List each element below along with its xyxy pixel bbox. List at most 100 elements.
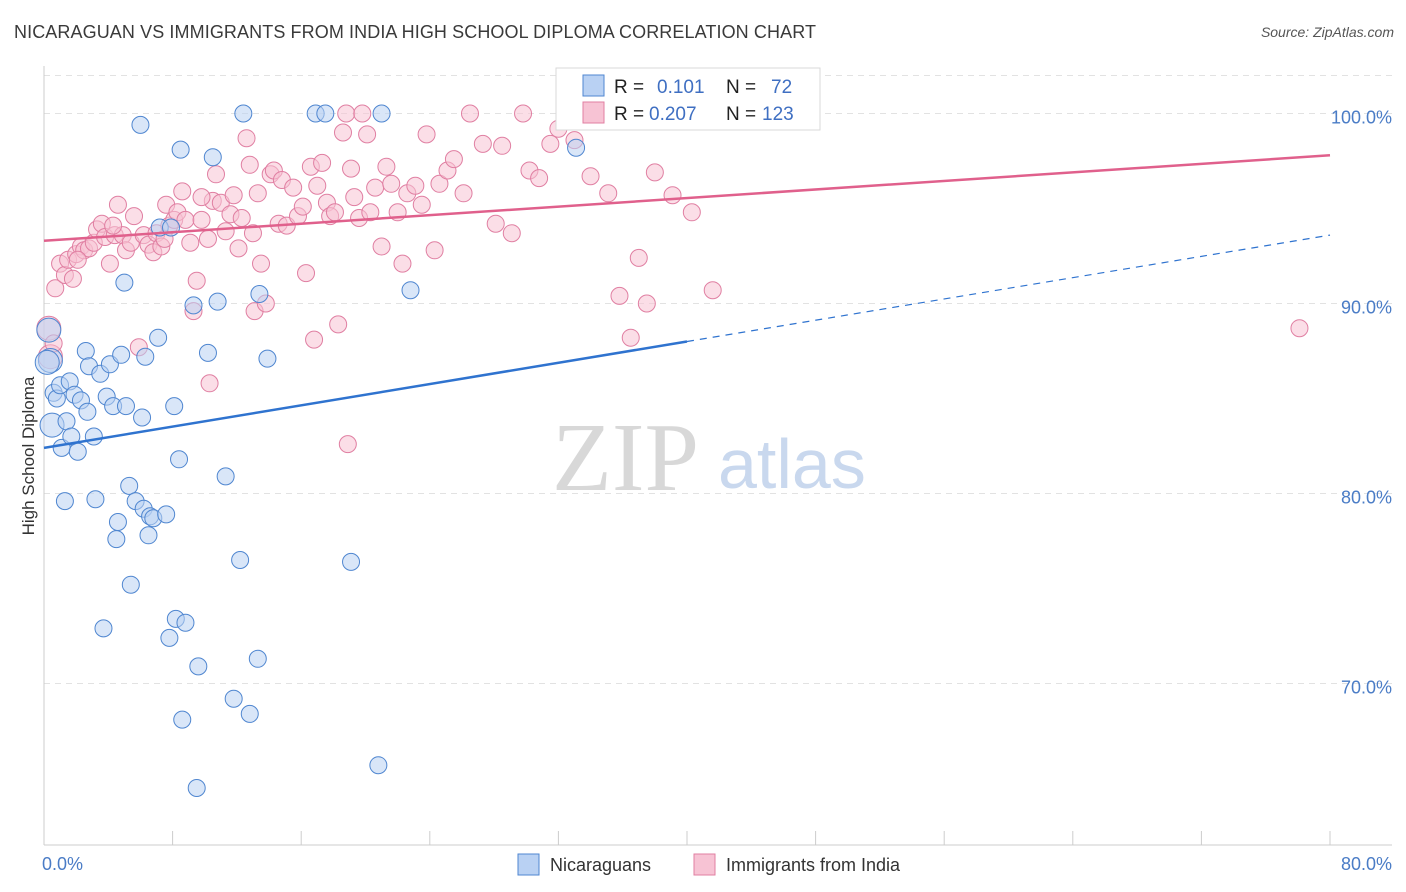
data-point [104, 216, 123, 235]
data-point [187, 779, 206, 797]
data-point [372, 237, 391, 256]
data-point [412, 195, 431, 214]
data-point [55, 492, 74, 511]
trend-lines [43, 154, 1331, 450]
data-point [1290, 319, 1309, 338]
data-point [369, 756, 388, 775]
trend-line-india [43, 154, 1331, 243]
data-point [224, 186, 243, 205]
data-point [125, 207, 144, 226]
data-point [401, 281, 420, 300]
data-point [345, 188, 364, 207]
data-point [361, 203, 380, 222]
data-point [337, 104, 356, 123]
data-point [342, 552, 361, 571]
stats-n-label-1: N = [726, 77, 756, 98]
watermark-atlas: atlas [718, 425, 866, 503]
data-point [316, 104, 335, 123]
data-point [430, 174, 449, 193]
legend-label-india: Immigrants from India [726, 855, 901, 875]
data-point [629, 248, 648, 267]
stats-n-value-2: 123 [762, 104, 794, 125]
data-point [57, 412, 76, 431]
watermark-zip: ZIP [552, 404, 699, 512]
data-point [107, 530, 126, 549]
y-tick-label: 90.0% [1341, 298, 1392, 318]
data-point [207, 165, 226, 184]
data-point [131, 115, 150, 134]
data-point [366, 178, 385, 197]
data-point [663, 186, 682, 205]
data-point [173, 710, 192, 729]
series-nicaraguans-points [34, 104, 586, 797]
data-point [567, 138, 586, 157]
data-point [68, 442, 87, 461]
stats-n-value-1: 72 [771, 77, 792, 98]
stats-r-value-2: 0.207 [649, 104, 697, 125]
data-point [610, 286, 629, 305]
data-point [120, 476, 139, 495]
data-point [160, 628, 179, 647]
data-point [293, 197, 312, 216]
data-point [329, 315, 348, 334]
stats-r-value-1: 0.101 [657, 77, 705, 98]
data-point [325, 203, 344, 222]
data-point [173, 182, 192, 201]
data-point [216, 222, 235, 241]
data-point [121, 575, 140, 594]
data-point [252, 254, 271, 273]
data-point [358, 125, 377, 144]
data-point [308, 176, 327, 195]
data-point [86, 490, 105, 509]
data-point [149, 328, 168, 347]
data-point [581, 167, 600, 186]
data-point [184, 296, 203, 315]
stats-legend-swatch-nicaraguans [582, 74, 605, 97]
data-point [425, 241, 444, 260]
data-point [372, 104, 391, 123]
y-tick-label: 100.0% [1331, 108, 1392, 128]
data-point [108, 195, 127, 214]
data-point [62, 427, 81, 446]
data-point [382, 174, 401, 193]
source-label: Source: ZipAtlas.com [1260, 24, 1394, 40]
axes [43, 66, 1392, 846]
data-point [100, 254, 119, 273]
data-point [181, 233, 200, 252]
data-point [46, 279, 65, 298]
data-point [76, 342, 95, 360]
data-point [342, 159, 361, 178]
data-point [530, 169, 549, 188]
data-point [176, 613, 195, 632]
data-point [460, 104, 479, 123]
data-point [703, 281, 722, 300]
x-tick-label: 0.0% [42, 854, 83, 874]
data-point [170, 450, 189, 469]
data-point [36, 317, 62, 343]
data-point [333, 123, 352, 142]
data-point [203, 148, 222, 167]
y-axis-title: High School Diploma [19, 376, 38, 535]
data-point [473, 134, 492, 153]
data-point [34, 349, 60, 375]
data-point [444, 150, 463, 169]
data-point [133, 408, 152, 427]
data-point [305, 330, 324, 349]
data-point [208, 292, 227, 311]
data-point [248, 184, 267, 203]
data-point [232, 209, 251, 227]
x-tick-labels: 0.0% 80.0% [42, 854, 1392, 874]
trend-line-nicaraguans-extrapolated [686, 234, 1331, 343]
data-point [216, 467, 235, 486]
data-point [393, 254, 412, 273]
data-point [139, 526, 158, 545]
data-point [486, 214, 505, 233]
series-india-points [36, 104, 1309, 454]
data-point [229, 239, 248, 258]
data-point [237, 129, 256, 148]
stats-legend: R = 0.101 N = 72 R = 0.207 N = 123 [555, 67, 821, 131]
data-point [243, 224, 262, 243]
data-point [621, 328, 640, 347]
data-point [108, 513, 127, 531]
data-point [240, 704, 259, 723]
